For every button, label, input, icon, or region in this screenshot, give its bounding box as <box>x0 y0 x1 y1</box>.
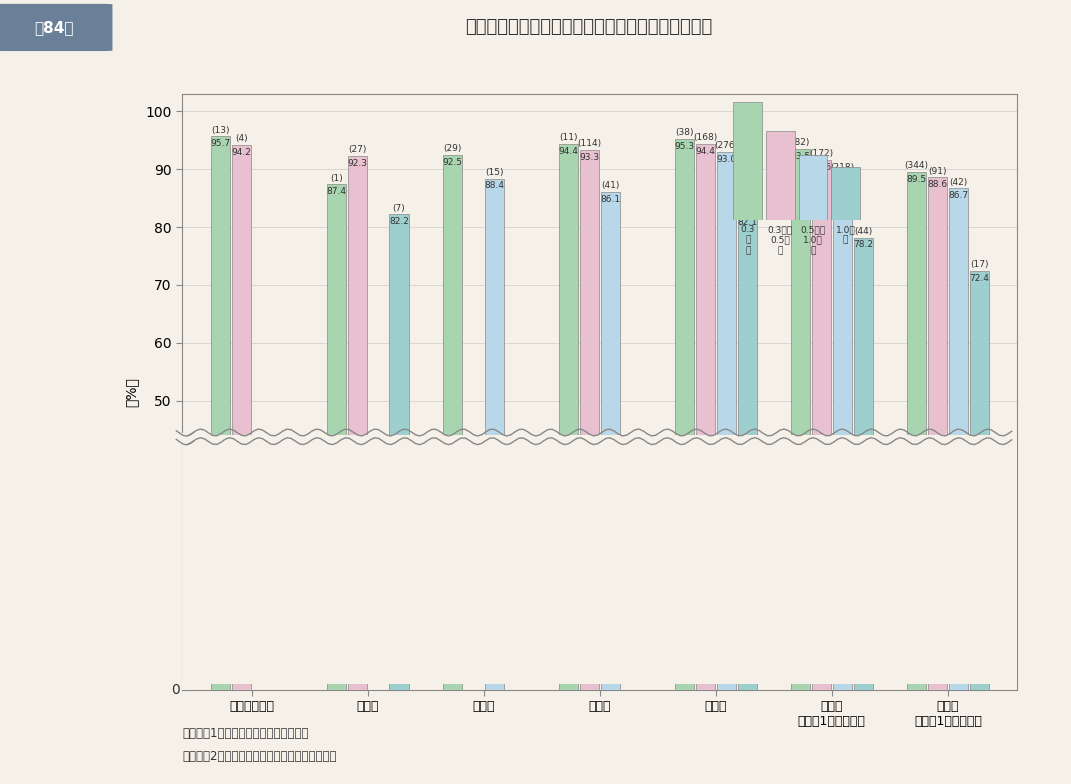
Text: 89.3: 89.3 <box>832 176 853 185</box>
Text: (41): (41) <box>601 181 619 190</box>
Text: 0: 0 <box>171 683 180 697</box>
Text: 86.1: 86.1 <box>600 194 620 204</box>
Text: (114): (114) <box>577 140 602 148</box>
Text: 1.0以
上: 1.0以 上 <box>835 226 856 245</box>
Y-axis label: （%）: （%） <box>124 377 138 407</box>
Bar <box>969 271 989 690</box>
Text: 94.4: 94.4 <box>695 147 715 156</box>
Text: (168): (168) <box>693 133 718 142</box>
Bar <box>854 238 873 690</box>
Bar <box>832 173 851 690</box>
Bar <box>949 188 968 690</box>
Text: (218): (218) <box>830 162 855 172</box>
Bar <box>716 152 736 690</box>
Bar <box>734 102 763 220</box>
Text: (15): (15) <box>485 168 503 177</box>
Bar <box>675 139 694 690</box>
Text: (344): (344) <box>905 162 929 170</box>
Text: (11): (11) <box>559 133 577 142</box>
Bar <box>812 160 831 690</box>
Text: 78.2: 78.2 <box>854 241 873 249</box>
Text: (17): (17) <box>970 260 989 270</box>
Text: 93.3: 93.3 <box>579 153 600 162</box>
Text: 95.3: 95.3 <box>675 142 694 151</box>
Text: （注）　1　比率は、加重平均である。: （注） 1 比率は、加重平均である。 <box>182 727 308 740</box>
Text: (38): (38) <box>675 128 694 137</box>
Text: (276): (276) <box>714 141 738 151</box>
Text: 団体規模別財政力指数段階別の経常収支比率の状況: 団体規模別財政力指数段階別の経常収支比率の状況 <box>466 19 712 36</box>
Bar <box>927 177 947 690</box>
Text: (1): (1) <box>330 173 343 183</box>
Text: 86.7: 86.7 <box>948 191 968 200</box>
Bar <box>559 143 578 690</box>
Bar <box>738 215 757 690</box>
Bar <box>211 136 230 690</box>
Text: (172): (172) <box>810 149 833 158</box>
Bar <box>799 155 828 220</box>
Text: (39): (39) <box>738 205 756 213</box>
Text: (4): (4) <box>235 134 247 143</box>
Bar <box>390 214 409 690</box>
Bar <box>484 179 503 690</box>
Bar <box>327 184 346 690</box>
Bar <box>766 132 795 220</box>
Bar <box>170 435 1041 684</box>
Text: (44): (44) <box>854 227 872 236</box>
Bar <box>790 149 810 690</box>
Text: (91): (91) <box>929 167 947 176</box>
Text: 95.7: 95.7 <box>210 140 230 148</box>
Text: 82.2: 82.2 <box>389 217 409 227</box>
Text: (29): (29) <box>443 144 462 153</box>
Text: 第84図: 第84図 <box>34 20 73 35</box>
Text: 94.2: 94.2 <box>231 148 252 157</box>
Text: 0.3以上
0.5未
満: 0.3以上 0.5未 満 <box>768 226 793 256</box>
Bar <box>442 154 462 690</box>
Bar <box>831 167 860 220</box>
Text: 93.0: 93.0 <box>716 154 736 164</box>
Text: 82.1: 82.1 <box>737 218 757 227</box>
FancyBboxPatch shape <box>0 4 112 51</box>
Text: 2　（　）内の数値は、団体数である。: 2 （ ）内の数値は、団体数である。 <box>182 750 336 764</box>
Bar <box>601 192 620 690</box>
Text: 0.5以上
1.0未
満: 0.5以上 1.0未 満 <box>800 226 826 256</box>
Text: (42): (42) <box>949 178 967 187</box>
Text: 92.3: 92.3 <box>347 159 367 168</box>
Bar <box>579 151 599 690</box>
Text: (27): (27) <box>348 145 366 154</box>
Text: 94.4: 94.4 <box>558 147 578 156</box>
Text: 88.4: 88.4 <box>484 181 504 191</box>
Text: (13): (13) <box>211 125 229 135</box>
Text: (7): (7) <box>393 204 406 212</box>
Text: (82): (82) <box>791 138 810 147</box>
Bar <box>907 172 926 690</box>
Text: 92.5: 92.5 <box>442 158 463 167</box>
Text: 93.5: 93.5 <box>790 152 811 161</box>
Text: 0.3
未
満: 0.3 未 満 <box>741 226 755 256</box>
Bar <box>348 156 367 690</box>
Text: 72.4: 72.4 <box>969 274 990 283</box>
Bar <box>231 145 251 690</box>
Text: 87.4: 87.4 <box>327 187 346 196</box>
Bar <box>696 143 715 690</box>
Text: 88.6: 88.6 <box>927 180 948 189</box>
Text: 91.6: 91.6 <box>812 163 831 172</box>
Text: 89.5: 89.5 <box>906 175 926 184</box>
